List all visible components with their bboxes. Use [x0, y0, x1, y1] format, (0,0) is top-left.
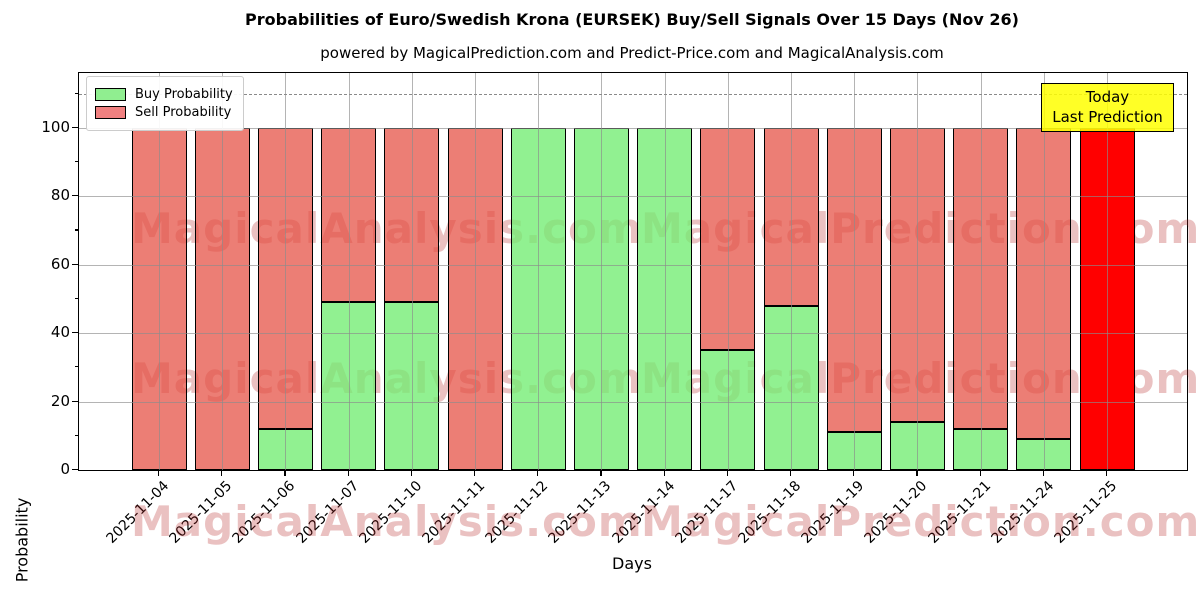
- y-minor-tick: [74, 366, 78, 368]
- vertical-gridline: [411, 73, 413, 470]
- vertical-gridline: [664, 73, 666, 470]
- vertical-gridline: [475, 73, 476, 470]
- horizontal-gridline: [79, 333, 1187, 335]
- horizontal-gridline: [79, 401, 1187, 403]
- x-axis-label: Days: [612, 554, 652, 573]
- y-tick-label: 20: [50, 391, 70, 410]
- vertical-gridline: [348, 73, 350, 470]
- x-tick: [600, 470, 602, 476]
- chart-title: Probabilities of Euro/Swedish Krona (EUR…: [245, 10, 1019, 29]
- vertical-gridline: [917, 73, 919, 470]
- plot-area: MagicalAnalysis.com MagicalPrediction.co…: [78, 72, 1199, 546]
- y-tick-label: 40: [50, 323, 70, 342]
- vertical-gridline: [854, 73, 856, 470]
- y-tick-label: 0: [60, 460, 70, 478]
- threshold-dashed-line: [79, 93, 1187, 95]
- y-tick: [72, 263, 78, 265]
- legend-item-sell: Sell Probability: [95, 105, 233, 120]
- vertical-gridline: [1043, 73, 1045, 470]
- today-annotation: Today Last Prediction: [1041, 83, 1174, 132]
- legend-item-buy: Buy Probability: [95, 87, 233, 102]
- legend: Buy Probability Sell Probability: [86, 76, 244, 131]
- today-annotation-line2: Last Prediction: [1052, 108, 1163, 127]
- y-minor-tick: [74, 92, 78, 94]
- y-tick: [72, 332, 78, 334]
- y-minor-tick: [74, 229, 78, 231]
- y-tick: [72, 195, 78, 197]
- vertical-gridline: [285, 73, 287, 470]
- vertical-gridline: [980, 73, 982, 470]
- horizontal-gridline: [79, 264, 1187, 266]
- vertical-gridline: [222, 73, 224, 470]
- vertical-gridline: [601, 73, 603, 470]
- x-tick: [663, 470, 665, 476]
- y-tick: [72, 400, 78, 402]
- x-tick: [979, 470, 981, 476]
- x-tick: [790, 470, 792, 476]
- today-annotation-line1: Today: [1085, 88, 1130, 106]
- y-tick-label: 80: [50, 186, 70, 205]
- vertical-gridline: [1107, 73, 1108, 470]
- y-tick-label: 60: [50, 254, 70, 273]
- watermark-text: MagicalPrediction.com: [641, 497, 1200, 546]
- x-tick: [474, 470, 476, 476]
- x-tick: [347, 470, 349, 476]
- x-tick: [916, 470, 918, 476]
- vertical-gridline: [727, 73, 729, 470]
- x-tick: [410, 470, 412, 476]
- y-axis-label: Probability: [12, 497, 32, 583]
- x-tick: [221, 470, 223, 476]
- legend-label-buy: Buy Probability: [135, 87, 233, 102]
- x-tick: [158, 470, 160, 476]
- horizontal-gridline: [79, 127, 1187, 129]
- horizontal-gridline: [79, 196, 1187, 198]
- x-tick: [853, 470, 855, 476]
- x-tick: [1106, 470, 1108, 476]
- x-tick: [537, 470, 539, 476]
- legend-swatch-buy: [95, 88, 126, 101]
- x-tick: [1042, 470, 1044, 476]
- watermark-text: MagicalAnalysis.com: [131, 497, 643, 546]
- y-minor-tick: [74, 434, 78, 436]
- vertical-gridline: [159, 73, 160, 470]
- legend-swatch-sell: [95, 106, 126, 119]
- y-tick: [72, 126, 78, 128]
- y-tick-label: 100: [41, 117, 70, 136]
- vertical-gridline: [538, 73, 540, 470]
- x-tick: [726, 470, 728, 476]
- vertical-gridline: [791, 73, 792, 470]
- y-minor-tick: [74, 297, 78, 300]
- y-tick: [72, 469, 78, 471]
- legend-label-sell: Sell Probability: [135, 105, 232, 120]
- chart-subtitle: powered by MagicalPrediction.com and Pre…: [320, 44, 944, 62]
- x-tick: [284, 470, 286, 476]
- y-minor-tick: [74, 161, 78, 163]
